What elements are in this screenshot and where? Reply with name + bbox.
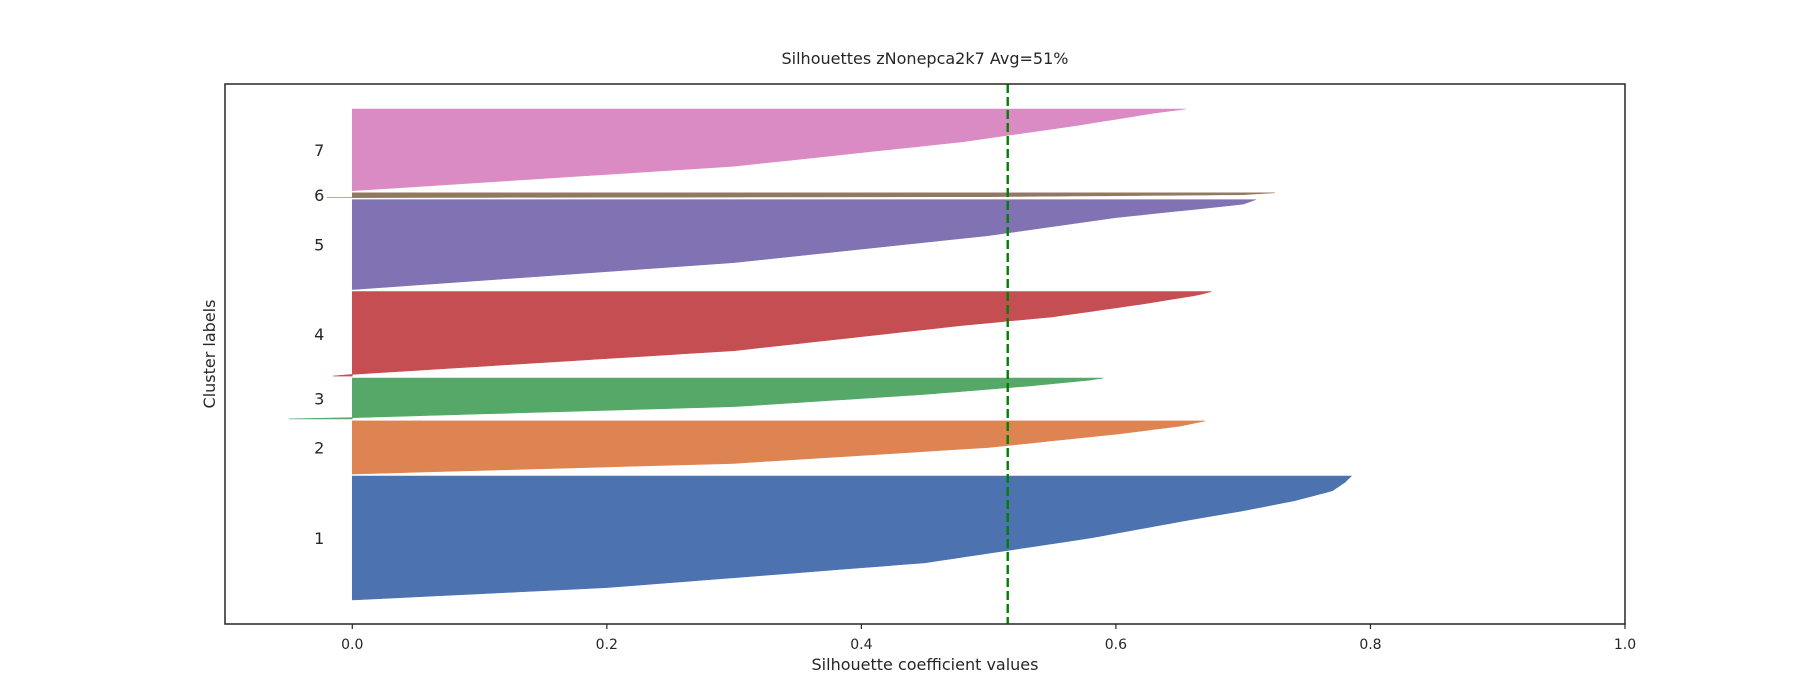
x-tick-label: 0.0 — [341, 637, 363, 653]
clusters-layer — [288, 108, 1353, 601]
x-tick-label: 0.6 — [1105, 637, 1127, 653]
cluster-1-silhouette — [351, 475, 1353, 601]
cluster-2-silhouette — [351, 420, 1206, 475]
chart-title: Silhouettes zNonepca2k7 Avg=51% — [782, 49, 1069, 68]
x-axis-title: Silhouette coefficient values — [812, 655, 1039, 674]
cluster-label-1: 1 — [314, 529, 324, 548]
x-tick-label: 0.2 — [596, 637, 618, 653]
y-axis-title: Cluster labels — [200, 300, 219, 409]
cluster-label-4: 4 — [314, 325, 324, 344]
x-tick-label: 0.4 — [850, 637, 872, 653]
cluster-label-2: 2 — [314, 438, 324, 457]
cluster-4-silhouette — [333, 291, 1212, 377]
cluster-6-silhouette — [326, 192, 1276, 198]
x-tick-label: 0.8 — [1359, 637, 1381, 653]
cluster-7-silhouette — [351, 108, 1186, 192]
cluster-label-7: 7 — [314, 141, 324, 160]
plot-frame — [224, 83, 1626, 625]
cluster-3-silhouette — [288, 377, 1104, 420]
x-tick-label: 1.0 — [1614, 637, 1636, 653]
cluster-label-6: 6 — [314, 186, 324, 205]
cluster-labels: 1 2 3 4 5 6 7 — [314, 141, 324, 548]
x-axis-ticks: 0.0 0.2 0.4 0.6 0.8 1.0 — [341, 624, 1636, 653]
cluster-label-5: 5 — [314, 236, 324, 255]
cluster-label-3: 3 — [314, 389, 324, 408]
cluster-5-silhouette — [351, 199, 1257, 290]
